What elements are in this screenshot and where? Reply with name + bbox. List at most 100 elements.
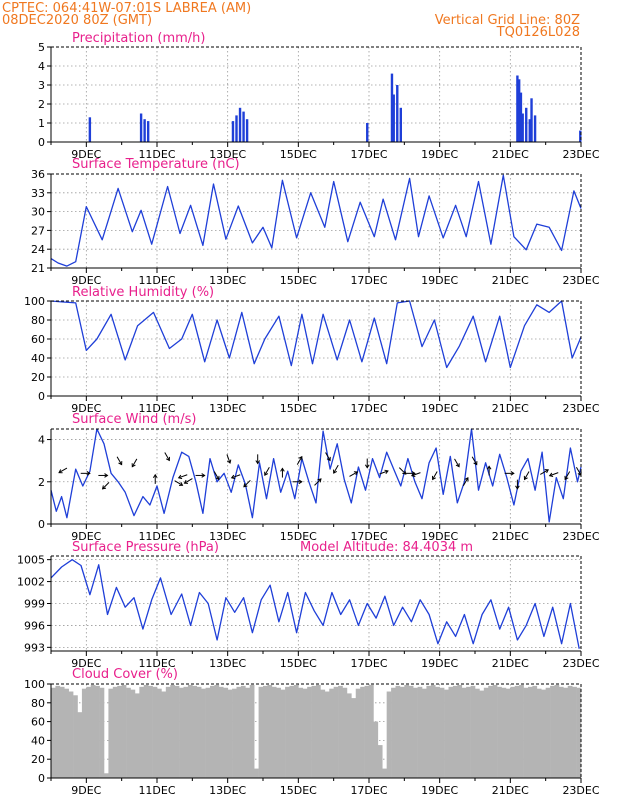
wind-arrow-shaft xyxy=(575,467,582,476)
precip-bar xyxy=(245,119,249,142)
wind-x-tick-label: 9DEC xyxy=(71,530,101,543)
cloud-cover-bar xyxy=(514,685,520,778)
cloud-cover-bar xyxy=(249,684,255,778)
panel-wind: Surface Wind (m/s) 0 2 4 9DEC 11DEC 13DEC 15DE… xyxy=(38,412,600,543)
cloud-cover-y-tick-label: 20 xyxy=(31,753,45,766)
wind-arrow-head xyxy=(298,455,303,461)
temperature-x-tick-label: 13DEC xyxy=(209,274,246,287)
humidity-y-tick-label: 0 xyxy=(38,390,45,403)
wind-arrow xyxy=(230,474,241,480)
panel-humidity: Relative Humidity (%) 0 20 40 60 80 100 9DEC 11… xyxy=(24,285,600,415)
wind-arrow-head xyxy=(364,464,370,469)
humidity-x-tick-label: 21DEC xyxy=(492,402,529,415)
wind-arrow-head xyxy=(104,473,109,478)
cloud-cover-bar xyxy=(320,689,326,778)
precip-bar xyxy=(235,115,238,142)
cloud-cover-bar xyxy=(355,688,361,778)
wind-arrow-shaft xyxy=(564,471,571,480)
cloud-cover-bar xyxy=(218,686,224,778)
wind-arrow xyxy=(255,454,260,465)
header-model-code: TQ0126L028 xyxy=(496,25,580,40)
precip-bar xyxy=(579,130,582,142)
humidity-x-tick-label: 9DEC xyxy=(71,402,101,415)
cloud-cover-bar xyxy=(276,687,281,778)
pressure-x-tick-label: 21DEC xyxy=(492,657,529,670)
cloud-cover-bar xyxy=(196,686,202,778)
temperature-y-tick-label: 30 xyxy=(31,206,45,219)
wind-y-tick-label: 4 xyxy=(38,434,45,447)
pressure-y-tick-label: 993 xyxy=(24,641,45,654)
wind-arrow xyxy=(177,474,188,480)
pressure-y-tick-label: 1005 xyxy=(17,554,45,567)
humidity-x-tick-label: 13DEC xyxy=(209,402,246,415)
cloud-cover-x-tick-label: 11DEC xyxy=(138,784,175,797)
wind-arrow-shaft xyxy=(549,472,559,477)
wind-arrow xyxy=(349,471,359,477)
cloud-cover-bar xyxy=(117,685,122,778)
precip-bar xyxy=(530,98,533,142)
cloud-cover-bar xyxy=(201,688,206,778)
wind-arrow xyxy=(398,467,407,475)
temperature-x-tick-label: 19DEC xyxy=(421,274,458,287)
precip-bar xyxy=(396,85,399,142)
cloud-cover-bar xyxy=(492,684,498,778)
wind-arrow-shaft xyxy=(164,452,170,461)
header-run-date: 08DEC2020 80Z (GMT) xyxy=(2,13,152,28)
wind-arrow-head xyxy=(86,471,91,476)
cloud-cover-bar xyxy=(311,685,317,778)
panel-wind-title: Surface Wind (m/s) xyxy=(72,412,196,427)
precipitation-x-tick-label: 9DEC xyxy=(71,148,101,161)
wind-arrow-shaft xyxy=(349,471,358,477)
humidity-y-tick-label: 100 xyxy=(24,295,45,308)
wind-arrow-shaft xyxy=(226,454,231,464)
cloud-cover-bar xyxy=(483,687,489,778)
wind-series-line xyxy=(50,428,582,523)
cloud-cover-bar xyxy=(391,687,396,778)
wind-x-tick-label: 23DEC xyxy=(562,530,599,543)
cloud-cover-bar xyxy=(161,691,167,778)
cloud-cover-x-tick-label: 21DEC xyxy=(492,784,529,797)
wind-arrow-head xyxy=(183,479,189,484)
humidity-x-tick-label: 15DEC xyxy=(280,402,317,415)
cloud-cover-bar xyxy=(214,684,220,778)
cloud-cover-bar xyxy=(329,688,334,778)
cloud-cover-bar xyxy=(179,687,184,778)
precipitation-y-tick-label: 5 xyxy=(38,41,45,54)
cloud-cover-bar xyxy=(382,768,387,778)
wind-arrow xyxy=(264,467,270,476)
cloud-cover-bar xyxy=(236,686,242,778)
precipitation-y-tick-label: 3 xyxy=(38,79,45,92)
cloud-cover-bar xyxy=(157,688,162,778)
wind-arrow-head xyxy=(255,460,260,465)
wind-arrow xyxy=(98,473,109,478)
cloud-cover-x-tick-label: 13DEC xyxy=(209,784,246,797)
cloud-cover-bar xyxy=(302,688,308,778)
wind-arrow-head xyxy=(402,470,407,475)
wind-arrow xyxy=(280,467,285,478)
cloud-cover-bar xyxy=(497,686,502,778)
wind-x-tick-label: 13DEC xyxy=(209,530,246,543)
wind-arrow xyxy=(471,456,478,466)
pressure-x-tick-label: 13DEC xyxy=(209,657,246,670)
humidity-y-tick-label: 60 xyxy=(31,333,45,346)
cloud-cover-y-tick-label: 0 xyxy=(38,772,45,785)
wind-arrow-shaft xyxy=(243,479,251,488)
cloud-cover-y-tick-label: 60 xyxy=(31,716,45,729)
cloud-cover-bar xyxy=(457,684,463,778)
cloud-cover-bar xyxy=(152,686,158,778)
wind-arrow-head xyxy=(473,461,478,466)
wind-arrow xyxy=(292,479,303,485)
wind-arrow-shaft xyxy=(296,456,303,465)
cloud-cover-bar xyxy=(240,685,246,778)
wind-arrow-head xyxy=(230,474,236,480)
pressure-x-tick-label: 23DEC xyxy=(562,657,599,670)
wind-arrow xyxy=(504,471,515,476)
precip-bar xyxy=(231,121,235,142)
cloud-cover-bar xyxy=(293,684,299,778)
pressure-x-tick-label: 11DEC xyxy=(138,657,175,670)
wind-arrow-shaft xyxy=(379,470,389,475)
cloud-cover-bar xyxy=(408,685,414,778)
wind-arrow xyxy=(523,471,530,481)
wind-arrow-head xyxy=(317,478,322,483)
